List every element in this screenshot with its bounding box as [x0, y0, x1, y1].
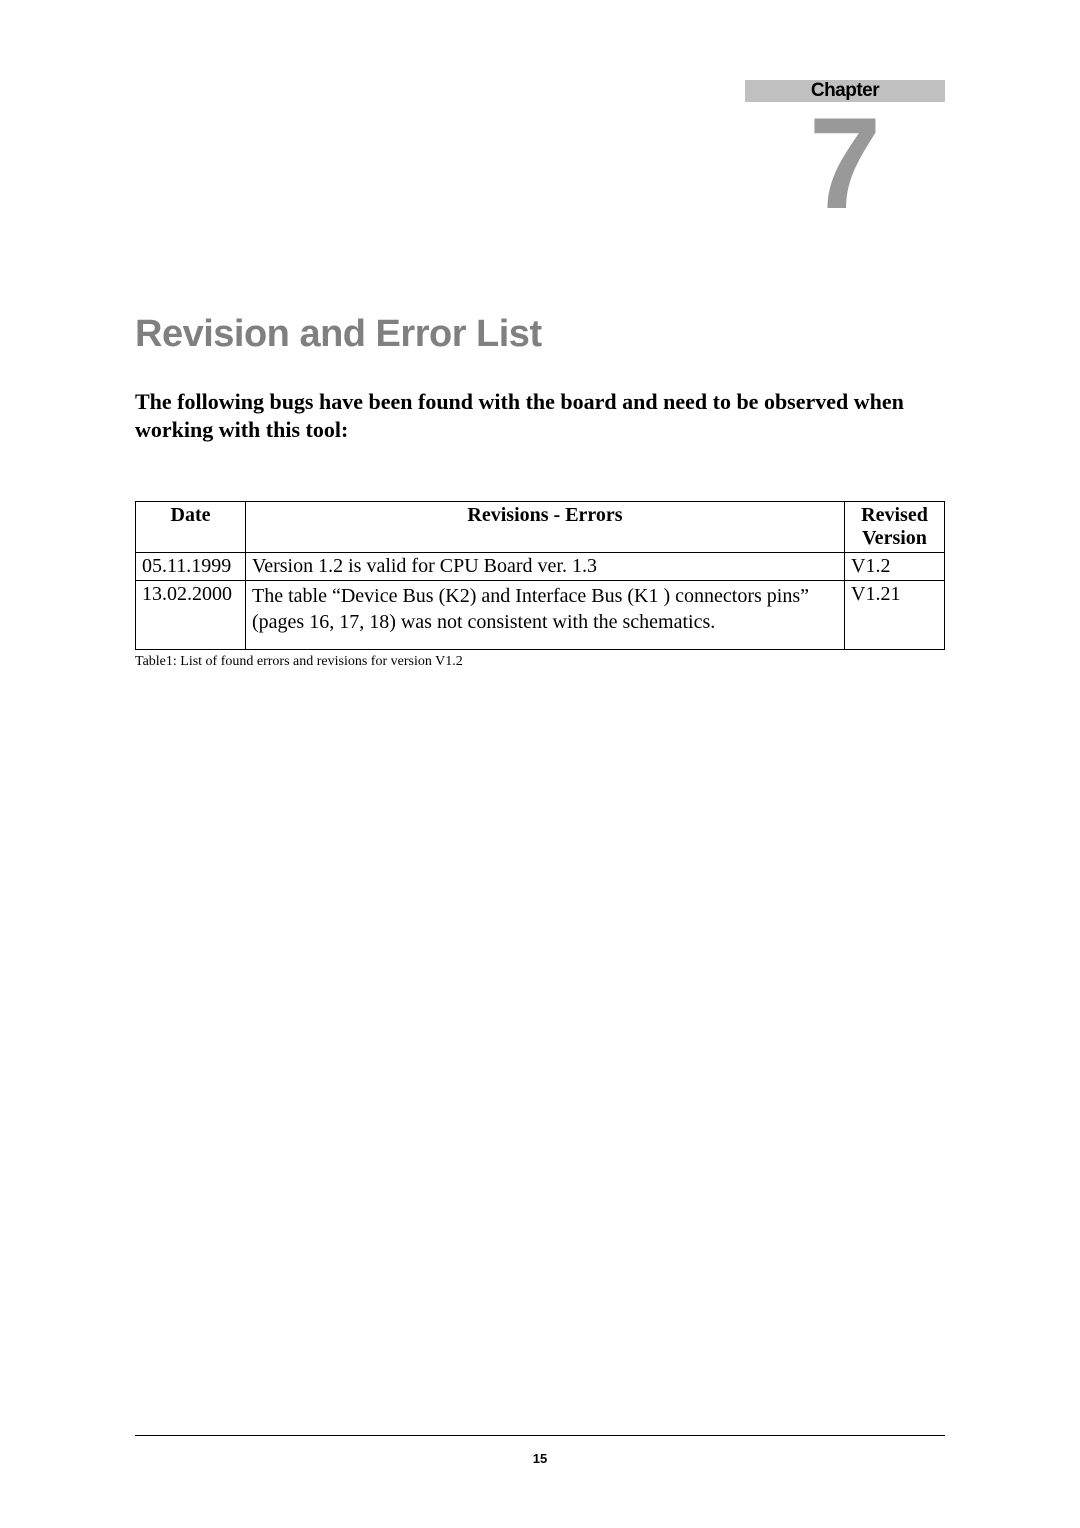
col-date: Date: [136, 502, 246, 553]
cell-date: 13.02.2000: [136, 581, 246, 650]
page-number: 15: [533, 1451, 547, 1466]
cell-revision: Version 1.2 is valid for CPU Board ver. …: [246, 553, 845, 581]
col-version: Revised Version: [845, 502, 945, 553]
intro-text: The following bugs have been found with …: [135, 388, 945, 443]
cell-revision: The table “Device Bus (K2) and Interface…: [246, 581, 845, 650]
table-header-row: Date Revisions - Errors Revised Version: [136, 502, 945, 553]
page-title: Revision and Error List: [135, 313, 945, 356]
table-row: 05.11.1999 Version 1.2 is valid for CPU …: [136, 553, 945, 581]
chapter-badge: Chapter 7: [745, 80, 945, 228]
cell-version: V1.21: [845, 581, 945, 650]
cell-version: V1.2: [845, 553, 945, 581]
page-footer: 15: [135, 1435, 945, 1468]
col-revisions: Revisions - Errors: [246, 502, 845, 553]
cell-date: 05.11.1999: [136, 553, 246, 581]
chapter-number: 7: [745, 98, 945, 228]
revision-table: Date Revisions - Errors Revised Version …: [135, 501, 945, 650]
table-caption: Table1: List of found errors and revisio…: [135, 654, 945, 670]
table-row: 13.02.2000 The table “Device Bus (K2) an…: [136, 581, 945, 650]
